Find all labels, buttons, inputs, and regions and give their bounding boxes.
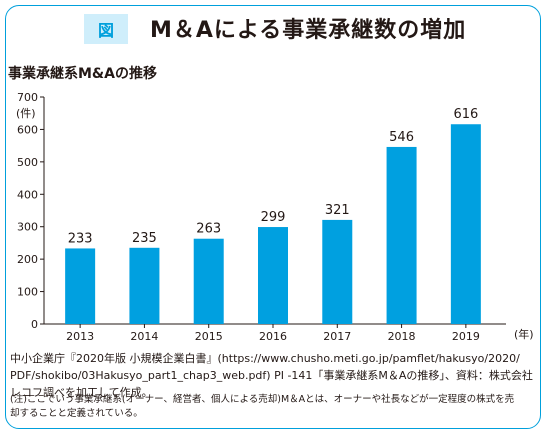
source-citation: 中小企業庁『2020年版 小規模企業白書』(https://www.chusho…	[10, 350, 540, 401]
data-label: 321	[325, 203, 350, 218]
footnote: (注)ここでいう事業承継系(オーナー、経営者、個人による売却)M＆Aとは、オーナ…	[10, 393, 540, 421]
bar	[450, 124, 481, 325]
bar	[65, 248, 96, 324]
x-tick-label: 2014	[130, 330, 158, 343]
y-tick-label: 300	[17, 221, 38, 234]
x-tick-label: 2017	[323, 330, 351, 343]
chart-subtitle: 事業承継系M&Aの推移	[8, 66, 157, 82]
footnote-line: (注)ここでいう事業承継系(オーナー、経営者、個人による売却)M＆Aとは、オーナ…	[10, 394, 515, 405]
y-tick-label: 400	[17, 188, 38, 201]
x-tick-label: 2018	[388, 330, 416, 343]
x-tick-label: 2016	[259, 330, 287, 343]
x-tick-label: 2013	[66, 330, 94, 343]
bar	[322, 219, 353, 324]
y-tick-label: 500	[17, 156, 38, 169]
source-line: PDF/shokibo/03Hakusyo_part1_chap3_web.pd…	[10, 369, 533, 382]
bar	[193, 238, 224, 324]
footnote-line: 却することと定義されている。	[10, 408, 143, 419]
source-line: 中小企業庁『2020年版 小規模企業白書』(https://www.chusho…	[10, 352, 520, 365]
figure-badge: 図	[84, 14, 128, 44]
bar	[386, 146, 417, 324]
x-axis-unit-label: (年)	[514, 328, 534, 341]
y-tick-label: 600	[17, 123, 38, 136]
figure-title: M＆Aによる事業承継数の増加	[150, 18, 467, 43]
data-label: 299	[261, 210, 286, 225]
data-label: 235	[132, 231, 157, 246]
x-tick-label: 2015	[195, 330, 223, 343]
bar	[129, 247, 160, 324]
chart-axes: 0 100 200 300 400 500 600 700 2013 2014 2015 2016 20…	[17, 91, 506, 343]
y-tick-label: 0	[31, 318, 38, 331]
y-tick-label: 100	[17, 286, 38, 299]
bar	[258, 227, 288, 324]
y-tick-label: 200	[17, 253, 38, 266]
data-label: 263	[196, 222, 221, 237]
y-tick-label: 700	[17, 91, 38, 104]
y-axis-unit-label: (件)	[16, 107, 36, 120]
chart-bars: 233 235 263 299 321 546 616	[65, 107, 481, 325]
source-line: レコフ調べを加工して作成。	[10, 386, 153, 399]
data-label: 616	[453, 107, 478, 122]
data-label: 546	[389, 130, 414, 145]
x-tick-label: 2019	[452, 330, 480, 343]
data-label: 233	[68, 231, 93, 246]
